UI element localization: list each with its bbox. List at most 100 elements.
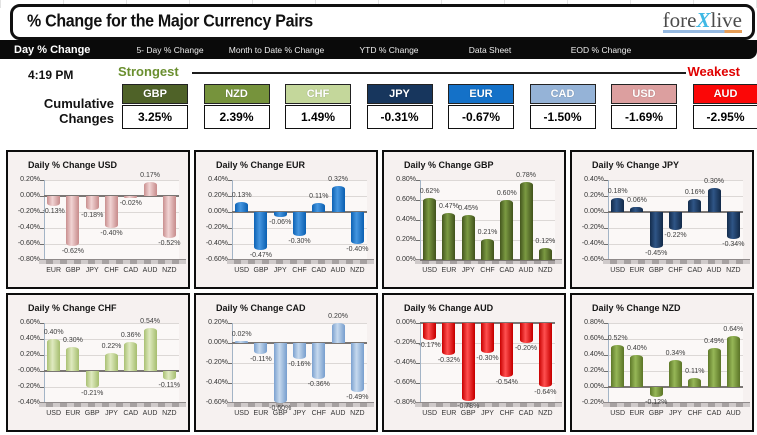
x-axis-label-jpy: JPY [273,267,287,274]
logo-text: foreXlive [663,10,742,31]
bar-value-label: -0.21% [81,389,104,397]
x-axis-label-chf: CHF [104,267,119,274]
currency-cumulative-value: 1.49% [285,105,351,129]
x-axis-label-jpy: JPY [461,267,475,274]
bar-cad-vs-nzd [350,343,364,392]
bar-nzd-vs-gbp [649,387,663,397]
x-axis-label-aud: AUD [518,267,534,274]
bar-eur-vs-cad [312,203,326,212]
x-axis-label-jpy: JPY [293,410,306,417]
y-tick-mark [228,343,232,344]
bar-aud-vs-usd [423,323,437,340]
currency-code: EUR [448,84,514,104]
y-tick-mark [40,244,44,245]
bar-aud-vs-gbp [461,323,475,401]
x-axis-label-gbp: GBP [460,410,476,417]
y-tick-mark [40,323,44,324]
bar-value-label: 0.64% [723,325,744,333]
y-tick-label: -0.20% [17,208,40,215]
y-axis-line [420,180,421,260]
bar-cad-vs-gbp [273,343,287,403]
y-gridline [608,323,743,324]
y-tick-label: -0.60% [205,399,228,406]
y-gridline [44,180,179,181]
chart-title: Daily % Change NZD [592,303,681,313]
bar-nzd-vs-eur [630,355,644,387]
y-gridline [232,196,367,197]
bar-value-label: -0.40% [346,246,369,253]
bar-gbp-vs-nzd [538,248,552,260]
y-tick-label: 0.00% [396,319,416,326]
y-tick-mark [604,387,608,388]
y-tick-label: 0.80% [584,319,604,326]
zero-baseline [44,370,179,372]
y-gridline [44,244,179,245]
bar-value-label: 0.12% [535,238,556,245]
tab-ytd-change[interactable]: YTD % Change [359,44,419,55]
bar-nzd-vs-chf [688,378,702,387]
x-axis-label-cad: CAD [518,410,534,417]
x-axis-label-gbp: GBP [84,410,100,417]
bar-value-label: -0.20% [514,345,538,352]
bar-eur-vs-usd [235,201,249,212]
zero-baseline [608,386,743,388]
x-axis-label-gbp: GBP [648,410,664,417]
y-gridline [608,196,743,197]
chart-title: Daily % Change CAD [216,303,306,313]
y-gridline [420,220,555,221]
y-tick-mark [40,371,44,372]
chart-title: Daily % Change EUR [216,160,306,170]
y-tick-mark [416,323,420,324]
bar-value-label: 0.52% [607,335,628,343]
x-axis-label-usd: USD [422,410,438,417]
y-tick-label: -0.60% [393,379,416,386]
bar-value-label: -0.11% [250,356,272,363]
chart-title: Daily % Change CHF [28,303,117,313]
bar-value-label: -0.34% [722,241,745,249]
y-axis-line [232,323,233,403]
currency-cumulative-value: 2.39% [203,105,270,129]
bar-value-label: -0.64% [534,389,557,396]
y-tick-mark [40,228,44,229]
bar-jpy-vs-gbp [649,212,663,248]
y-tick-mark [604,323,608,324]
x-axis-label-jpy: JPY [85,267,99,274]
currency-box-nzd: NZD 2.39% [203,84,270,129]
tab-day-change[interactable]: Day % Change [14,43,91,56]
plot-floor-3d [415,402,562,407]
bar-value-label: 0.11% [685,368,705,376]
y-axis-line [608,180,609,260]
chart-title: Daily % Change GBP [404,160,494,170]
bar-value-label: 0.49% [704,337,724,345]
y-tick-mark [416,383,420,384]
y-tick-label: -0.20% [393,339,416,346]
y-tick-mark [228,228,232,229]
tab-month-to-date-change[interactable]: Month to Date % Change [228,44,325,55]
chart-title: Daily % Change AUD [404,303,494,313]
bar-aud-vs-cad [519,323,533,343]
x-axis-label-cad: CAD [706,410,722,417]
cumulative-label-line1: Cumulative [43,96,114,111]
tab-data-sheet[interactable]: Data Sheet [468,44,512,55]
y-tick-label: -0.60% [17,240,40,247]
tab-eod-change[interactable]: EOD % Change [570,44,632,55]
currency-box-aud: AUD -2.95% [692,84,757,129]
bar-aud-vs-nzd [538,323,552,387]
y-gridline [44,228,179,229]
x-axis-label-usd: USD [46,410,62,417]
x-axis-label-gbp: GBP [253,267,269,274]
bar-value-label: -0.06% [269,218,292,226]
y-tick-mark [228,180,232,181]
x-axis-label-cad: CAD [123,410,139,417]
x-axis-label-aud: AUD [142,410,158,417]
x-axis-label-aud: AUD [142,267,158,274]
currency-cumulative-value: -2.95% [692,105,757,129]
bar-value-label: -0.22% [664,231,687,239]
weakest-label: Weakest [687,64,740,79]
bar-chf-vs-eur [66,347,80,371]
y-tick-mark [604,339,608,340]
tab-5-day-change[interactable]: 5- Day % Change [136,44,204,55]
chart-panel-nzd: Daily % Change NZD 0.80% 0.60% 0.40% 0.20% 0.… [570,293,754,432]
bar-eur-vs-gbp [254,212,268,250]
y-tick-mark [228,323,232,324]
